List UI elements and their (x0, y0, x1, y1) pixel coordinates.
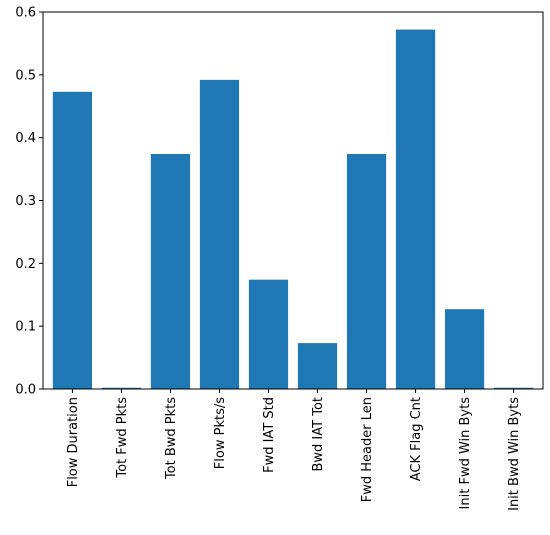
bar-tot-fwd-pkts (101, 387, 142, 389)
y-tick-label: 0.6 (15, 6, 36, 21)
bar-bwd-iat-tot (297, 343, 338, 389)
bar-tot-bwd-pkts (150, 154, 191, 389)
bar-init-fwd-win-byts (444, 309, 485, 389)
bar-fwd-iat-std (248, 279, 289, 389)
x-tick-label: Fwd Header Len (360, 397, 375, 502)
x-tick-label: Flow Pkts/s (213, 397, 228, 469)
x-tick-label: Init Bwd Win Byts (507, 397, 522, 511)
x-tick-label: Bwd IAT Tot (311, 397, 326, 472)
y-tick-label: 0.1 (15, 320, 36, 335)
y-tick-label: 0.4 (15, 131, 36, 146)
x-axis: Flow Duration Tot Fwd Pkts Tot Bwd Pkts Flo… (66, 389, 522, 511)
y-tick-label: 0.3 (15, 194, 36, 209)
y-tick-label: 0.5 (15, 68, 36, 83)
bar-ack-flag-cnt (395, 29, 436, 390)
bar-flow-duration (52, 91, 93, 390)
bar-flow-pkts-s (199, 79, 240, 390)
x-tick-label: ACK Flag Cnt (409, 397, 424, 481)
x-tick-label: Fwd IAT Std (262, 397, 277, 473)
y-tick-label: 0.0 (15, 383, 36, 398)
x-tick-label: Init Fwd Win Byts (458, 397, 473, 510)
bars-layer (52, 29, 534, 390)
x-tick-label: Tot Bwd Pkts (164, 397, 179, 480)
bar-init-bwd-win-byts (493, 387, 534, 389)
x-tick-label: Tot Fwd Pkts (115, 397, 130, 479)
x-tick-label: Flow Duration (66, 397, 81, 487)
y-tick-label: 0.2 (15, 257, 36, 272)
plot-frame (42, 11, 544, 390)
y-axis: 0.0 0.1 0.2 0.3 0.4 0.5 0.6 (15, 6, 43, 398)
bar-fwd-header-len (346, 154, 387, 389)
